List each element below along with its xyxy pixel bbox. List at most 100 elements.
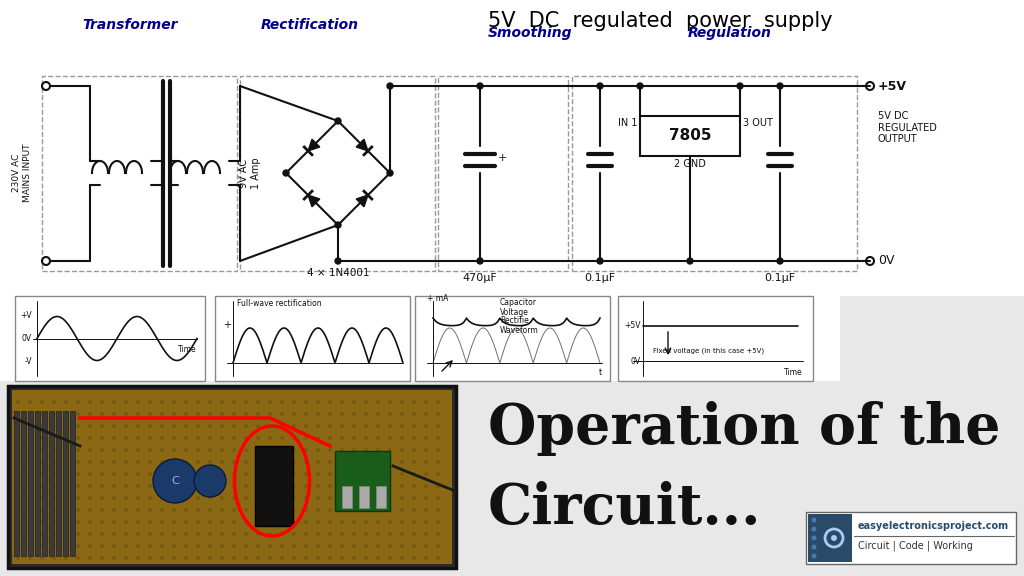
Circle shape [244,448,248,452]
Circle shape [65,496,68,500]
Circle shape [268,496,271,500]
Circle shape [304,412,308,416]
Circle shape [424,400,428,404]
Circle shape [316,448,319,452]
Circle shape [100,436,103,440]
Text: -V: -V [25,357,32,366]
Circle shape [811,536,816,540]
Circle shape [113,400,116,404]
Polygon shape [308,195,319,207]
Circle shape [388,520,392,524]
Circle shape [184,484,187,488]
Text: +V: +V [20,311,32,320]
Circle shape [160,556,164,560]
Circle shape [232,400,236,404]
Circle shape [52,508,55,512]
Text: t: t [599,368,602,377]
Text: 7805: 7805 [669,128,712,143]
Circle shape [316,508,319,512]
Circle shape [172,484,176,488]
Circle shape [232,472,236,476]
Circle shape [100,496,103,500]
Circle shape [124,496,128,500]
Circle shape [424,508,428,512]
Circle shape [29,508,32,512]
Circle shape [100,556,103,560]
Circle shape [424,424,428,428]
Circle shape [197,460,200,464]
Circle shape [136,424,140,428]
Circle shape [329,520,332,524]
Circle shape [29,400,32,404]
Circle shape [136,520,140,524]
Circle shape [40,484,44,488]
Circle shape [88,412,92,416]
Circle shape [352,436,355,440]
Circle shape [477,83,483,89]
Text: Smoothing: Smoothing [487,26,572,40]
Circle shape [148,424,152,428]
Circle shape [136,436,140,440]
Circle shape [16,496,19,500]
Circle shape [436,520,439,524]
Circle shape [436,412,439,416]
Circle shape [208,532,212,536]
Bar [806,512,1016,564]
Text: 5V DC
REGULATED
OUTPUT: 5V DC REGULATED OUTPUT [878,111,937,144]
Circle shape [29,544,32,548]
Bar [35,411,40,556]
Circle shape [365,412,368,416]
Circle shape [76,496,80,500]
Circle shape [376,496,380,500]
Circle shape [52,400,55,404]
Circle shape [388,484,392,488]
Circle shape [304,484,308,488]
Circle shape [124,544,128,548]
Circle shape [268,556,271,560]
Circle shape [292,496,296,500]
Circle shape [208,400,212,404]
Circle shape [256,460,260,464]
Text: 3 OUT: 3 OUT [743,118,773,128]
Circle shape [100,532,103,536]
Circle shape [88,400,92,404]
Circle shape [220,520,224,524]
Circle shape [88,496,92,500]
Circle shape [172,460,176,464]
Circle shape [113,556,116,560]
Circle shape [376,532,380,536]
Circle shape [76,460,80,464]
Circle shape [88,532,92,536]
Circle shape [16,520,19,524]
Circle shape [100,544,103,548]
Circle shape [65,520,68,524]
Circle shape [352,520,355,524]
Circle shape [29,520,32,524]
Circle shape [292,424,296,428]
Circle shape [352,460,355,464]
Circle shape [352,556,355,560]
Circle shape [124,532,128,536]
Circle shape [16,556,19,560]
Circle shape [304,508,308,512]
Bar [12,390,452,564]
Circle shape [232,496,236,500]
Circle shape [424,448,428,452]
Circle shape [365,544,368,548]
Circle shape [268,520,271,524]
Circle shape [148,556,152,560]
Circle shape [436,508,439,512]
Text: easyelectronicsproject.com: easyelectronicsproject.com [858,521,1009,531]
Bar [70,411,75,556]
Circle shape [811,517,816,522]
Circle shape [424,544,428,548]
Circle shape [208,460,212,464]
Circle shape [388,508,392,512]
Circle shape [65,448,68,452]
Circle shape [16,484,19,488]
Text: 470μF: 470μF [463,273,498,283]
Bar [49,411,54,556]
Circle shape [148,508,152,512]
Circle shape [352,532,355,536]
Circle shape [436,556,439,560]
